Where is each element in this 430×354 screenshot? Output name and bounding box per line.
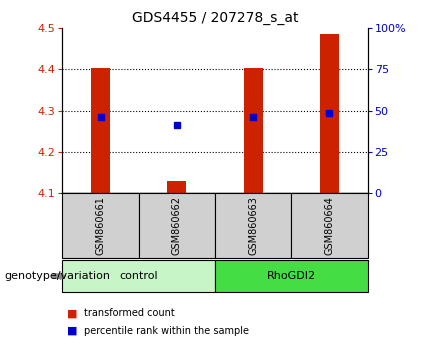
Bar bbox=[167, 181, 186, 193]
Text: transformed count: transformed count bbox=[84, 308, 175, 318]
Text: GSM860662: GSM860662 bbox=[172, 196, 182, 255]
Bar bbox=[91, 68, 110, 193]
Bar bbox=[320, 34, 339, 193]
Bar bbox=[244, 68, 263, 193]
Text: GDS4455 / 207278_s_at: GDS4455 / 207278_s_at bbox=[132, 11, 298, 25]
Text: percentile rank within the sample: percentile rank within the sample bbox=[84, 326, 249, 336]
Text: GSM860661: GSM860661 bbox=[95, 196, 105, 255]
Text: GSM860663: GSM860663 bbox=[248, 196, 258, 255]
Text: RhoGDI2: RhoGDI2 bbox=[267, 271, 316, 281]
Text: GSM860664: GSM860664 bbox=[325, 196, 335, 255]
Text: genotype/variation: genotype/variation bbox=[4, 271, 111, 281]
Text: ■: ■ bbox=[67, 308, 77, 318]
Text: ■: ■ bbox=[67, 326, 77, 336]
Text: control: control bbox=[120, 271, 158, 281]
